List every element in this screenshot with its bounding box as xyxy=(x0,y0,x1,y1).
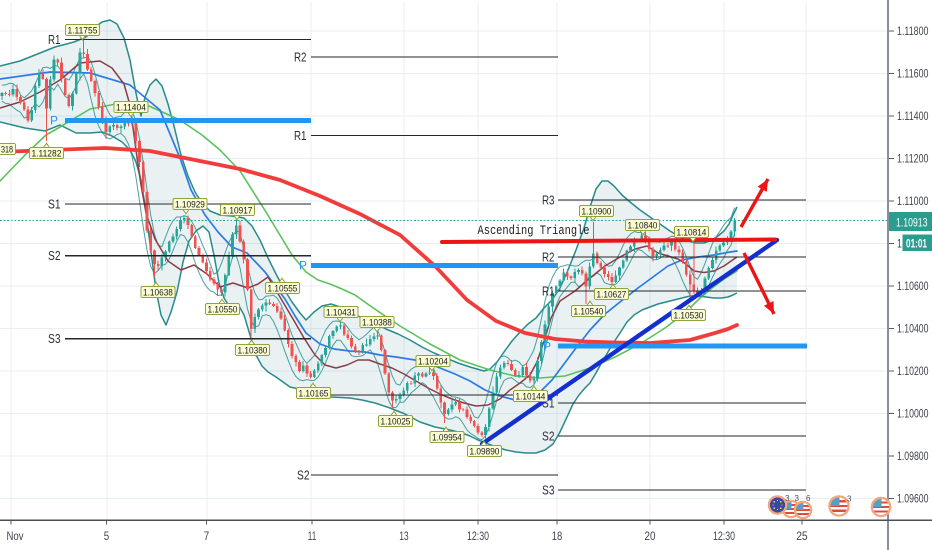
svg-text:1.10144: 1.10144 xyxy=(516,391,546,402)
svg-text:1.09890: 1.09890 xyxy=(470,446,500,457)
svg-text:1.10530: 1.10530 xyxy=(674,310,704,321)
svg-text:1.10200: 1.10200 xyxy=(897,364,929,378)
svg-text:318: 318 xyxy=(1,145,13,156)
svg-text:1.10000: 1.10000 xyxy=(897,407,929,421)
svg-text:1.10840: 1.10840 xyxy=(628,220,658,231)
svg-text:1.11200: 1.11200 xyxy=(897,152,929,166)
svg-text:1.11404: 1.11404 xyxy=(116,102,146,113)
svg-text:01:01: 01:01 xyxy=(906,239,927,251)
svg-text:R1: R1 xyxy=(48,33,61,47)
svg-text:1.09800: 1.09800 xyxy=(897,449,929,463)
svg-text:3: 3 xyxy=(847,495,852,504)
svg-text:1.10388: 1.10388 xyxy=(362,317,392,328)
svg-text:1.09600: 1.09600 xyxy=(897,492,929,506)
svg-text:1.10929: 1.10929 xyxy=(175,199,205,210)
svg-text:1.10540: 1.10540 xyxy=(574,306,604,317)
svg-text:Nov: Nov xyxy=(7,529,24,543)
svg-text:11: 11 xyxy=(308,529,317,543)
svg-text:1.10380: 1.10380 xyxy=(238,345,268,356)
svg-text:1.10204: 1.10204 xyxy=(418,356,448,367)
svg-text:S2: S2 xyxy=(48,249,61,263)
svg-text:20: 20 xyxy=(645,529,656,543)
svg-text:1.10555: 1.10555 xyxy=(268,283,298,294)
svg-text:13: 13 xyxy=(399,529,409,543)
svg-text:7: 7 xyxy=(204,529,210,543)
svg-text:S2: S2 xyxy=(297,469,310,483)
svg-text:S2: S2 xyxy=(542,430,555,444)
svg-text:3: 3 xyxy=(795,494,800,503)
svg-text:S3: S3 xyxy=(48,332,61,346)
svg-text:12:30: 12:30 xyxy=(713,529,735,543)
svg-text:1.10165: 1.10165 xyxy=(299,388,329,399)
svg-text:1.10913: 1.10913 xyxy=(896,216,928,230)
svg-text:R2: R2 xyxy=(542,251,555,265)
svg-text:1.10814: 1.10814 xyxy=(677,227,707,238)
svg-text:12:30: 12:30 xyxy=(467,529,489,543)
svg-text:R1: R1 xyxy=(542,285,555,299)
svg-text:6: 6 xyxy=(806,494,811,503)
svg-text:R2: R2 xyxy=(294,51,307,65)
svg-text:1.10431: 1.10431 xyxy=(326,307,356,318)
svg-text:1.11000: 1.11000 xyxy=(897,194,929,208)
svg-text:1.11600: 1.11600 xyxy=(897,67,929,81)
svg-text:1.10917: 1.10917 xyxy=(223,205,253,216)
svg-text:1.10900: 1.10900 xyxy=(582,206,612,217)
svg-text:5: 5 xyxy=(104,529,110,543)
svg-text:P: P xyxy=(50,114,58,128)
svg-text:1.10550: 1.10550 xyxy=(208,304,238,315)
svg-text:P: P xyxy=(299,259,307,273)
svg-text:S1: S1 xyxy=(48,198,61,212)
svg-text:1.11400: 1.11400 xyxy=(897,109,929,123)
svg-text:25: 25 xyxy=(796,529,808,543)
svg-text:1.11282: 1.11282 xyxy=(32,148,62,159)
svg-text:1.10400: 1.10400 xyxy=(897,322,929,336)
svg-text:R1: R1 xyxy=(294,129,307,143)
svg-text:1.11800: 1.11800 xyxy=(897,24,929,38)
svg-text:1.10600: 1.10600 xyxy=(897,279,929,293)
svg-text:S3: S3 xyxy=(542,484,555,498)
svg-text:P: P xyxy=(543,340,551,354)
svg-text:3: 3 xyxy=(785,494,790,503)
svg-text:1.10638: 1.10638 xyxy=(143,287,173,298)
svg-text:1.10627: 1.10627 xyxy=(597,289,627,300)
svg-text:1.09954: 1.09954 xyxy=(432,432,462,443)
svg-text:R3: R3 xyxy=(542,194,555,208)
svg-text:18: 18 xyxy=(552,529,563,543)
svg-text:1.11755: 1.11755 xyxy=(68,25,98,36)
svg-text:Ascending Triangle: Ascending Triangle xyxy=(478,224,590,238)
svg-text:1.10025: 1.10025 xyxy=(381,416,411,427)
